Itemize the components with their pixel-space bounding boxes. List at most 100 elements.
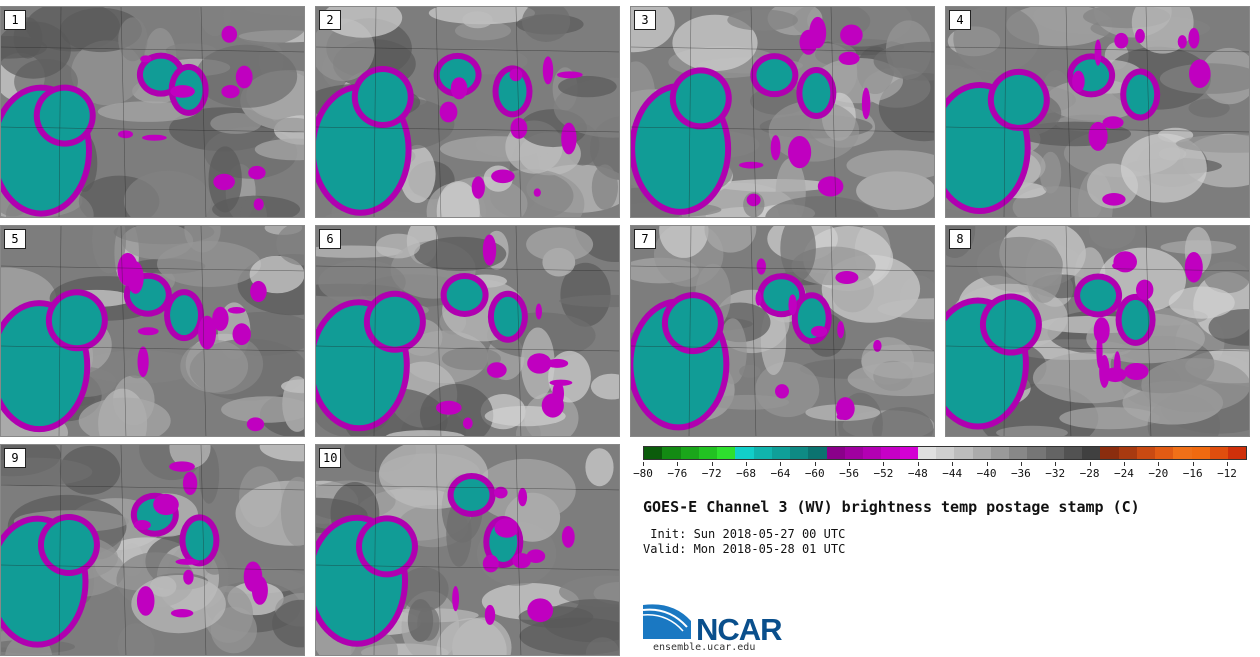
colorbar-tick-label: −36: [1010, 467, 1031, 480]
panel-number: 6: [319, 229, 341, 249]
colorbar-swatch: [1100, 447, 1119, 459]
colorbar-tick: [952, 462, 954, 466]
colorbar-tick-label: −80: [633, 467, 653, 480]
colorbar-swatch: [698, 447, 717, 459]
satellite-image: [946, 7, 1249, 217]
colorbar-swatch: [972, 447, 991, 459]
colorbar-tick: [711, 462, 713, 466]
colorbar-tick-label: −76: [667, 467, 688, 480]
panel-number: 3: [634, 10, 656, 30]
stamp-panel-3: 3: [630, 6, 935, 218]
colorbar-ticks: −80 −76 −72 −68 −64 −60 −56 −52 −48 −44 −40 −36 −32−…: [633, 462, 1247, 482]
colorbar-tick: [780, 462, 782, 466]
colorbar-tick: [643, 462, 644, 466]
stamp-panel-6: 6: [315, 225, 620, 437]
colorbar-swatch: [954, 447, 973, 459]
panel-number: 10: [319, 448, 342, 468]
colorbar-tick-label: −32: [1045, 467, 1066, 480]
colorbar-tick: [917, 462, 919, 466]
colorbar-swatch: [771, 447, 790, 459]
colorbar-swatch: [881, 447, 900, 459]
colorbar-swatch: [1209, 447, 1228, 459]
panel-number: 1: [4, 10, 26, 30]
colorbar-tick: [883, 462, 885, 466]
colorbar-tick-label: −72: [701, 467, 722, 480]
colorbar-swatch: [1228, 447, 1247, 459]
stamp-panel-2: 2: [315, 6, 620, 218]
colorbar-tick-label: −68: [736, 467, 756, 480]
satellite-image: [316, 445, 619, 655]
panel-number: 4: [949, 10, 971, 30]
colorbar-tick-label: −24: [1114, 467, 1134, 480]
colorbar-swatch: [1191, 447, 1210, 459]
stamp-panel-8: 8: [945, 225, 1250, 437]
stamp-panel-5: 5: [0, 225, 305, 437]
colorbar-swatch: [753, 447, 772, 459]
figure-title: GOES-E Channel 3 (WV) brightness temp po…: [643, 498, 1140, 516]
stamp-panel-1: 1: [0, 6, 305, 218]
panel-number: 8: [949, 229, 971, 249]
colorbar-tick: [1158, 462, 1160, 466]
satellite-image: [316, 226, 619, 436]
panel-number: 7: [634, 229, 656, 249]
colorbar-swatch: [917, 447, 936, 459]
colorbar-swatch: [662, 447, 681, 459]
panel-number: 5: [4, 229, 26, 249]
satellite-image: [1, 226, 304, 436]
ncar-logo-icon: [643, 604, 691, 639]
logo-wordmark: NCAR: [696, 612, 783, 647]
colorbar-swatch: [1173, 447, 1192, 459]
colorbar-tick-label: −48: [907, 467, 928, 480]
colorbar-tick-label: −40: [976, 467, 997, 480]
colorbar-tick-label: −16: [1182, 467, 1203, 480]
colorbar-tick-label: −60: [804, 467, 825, 480]
satellite-image: [631, 226, 934, 436]
init-time: Init: Sun 2018-05-27 00 UTC: [643, 527, 846, 541]
colorbar-swatch: [899, 447, 918, 459]
colorbar-tick-label: −20: [1148, 467, 1169, 480]
colorbar-tick: [814, 462, 816, 466]
colorbar-swatch: [644, 447, 663, 459]
colorbar-swatch: [717, 447, 736, 459]
logo-url: ensemble.ucar.edu: [653, 642, 756, 653]
colorbar-swatch: [844, 447, 863, 459]
colorbar-swatch: [1063, 447, 1082, 459]
stamp-panel-10: 10: [315, 444, 620, 656]
colorbar-tick-label: −52: [873, 467, 894, 480]
colorbar-swatch: [863, 447, 882, 459]
satellite-image: [946, 226, 1249, 436]
stamp-panel-4: 4: [945, 6, 1250, 218]
colorbar-tick-label: −56: [839, 467, 860, 480]
colorbar-swatch: [826, 447, 845, 459]
colorbar-tick: [1123, 462, 1125, 466]
colorbar: [643, 446, 1247, 460]
colorbar-tick-label: −28: [1079, 467, 1100, 480]
colorbar-swatch: [990, 447, 1009, 459]
colorbar-swatch: [1155, 447, 1174, 459]
colorbar-tick-label: −44: [942, 467, 963, 480]
colorbar-tick: [849, 462, 851, 466]
colorbar-swatch: [1136, 447, 1155, 459]
satellite-image: [1, 445, 304, 655]
satellite-image: [631, 7, 934, 217]
valid-time: Valid: Mon 2018-05-28 01 UTC: [643, 542, 846, 556]
colorbar-tick: [1227, 462, 1228, 466]
colorbar-swatch: [680, 447, 699, 459]
satellite-image: [316, 7, 619, 217]
colorbar-tick: [746, 462, 748, 466]
satellite-image: [1, 7, 304, 217]
colorbar-swatch: [1045, 447, 1064, 459]
colorbar-swatch: [1082, 447, 1101, 459]
colorbar-tick-label: −12: [1217, 467, 1237, 480]
panel-number: 9: [4, 448, 26, 468]
colorbar-swatch: [936, 447, 955, 459]
colorbar-swatch: [790, 447, 809, 459]
colorbar-tick: [1192, 462, 1194, 466]
stamp-panel-9: 9: [0, 444, 305, 656]
colorbar-tick: [986, 462, 988, 466]
colorbar-swatch: [1027, 447, 1046, 459]
colorbar-tick-label: −64: [770, 467, 791, 480]
colorbar-tick: [1020, 462, 1022, 466]
colorbar-swatch: [1009, 447, 1028, 459]
colorbar-swatch: [808, 447, 827, 459]
